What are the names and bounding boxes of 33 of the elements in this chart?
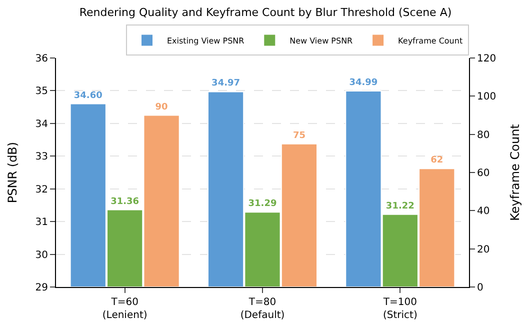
data-label: 34.60 [74, 90, 102, 101]
legend-label: Existing View PSNR [167, 36, 245, 46]
x-tick-label: T=100 (Strict) [382, 297, 418, 321]
data-label: 62 [430, 156, 444, 166]
data-label: 31.36 [110, 196, 140, 207]
legend-label: Keyframe Count [398, 36, 463, 46]
legend-label: New View PSNR [290, 36, 354, 46]
y-tick-label: 34 [35, 118, 48, 130]
y2-tick-label: 20 [477, 244, 490, 256]
x-tick-label: T=60 (Lenient) [102, 297, 148, 321]
data-label: 90 [155, 102, 168, 112]
y-tick-label: 35 [35, 86, 48, 98]
y2-axis-title: Keyframe Count [508, 124, 522, 221]
y2-tick-label: 120 [477, 54, 496, 64]
y2-tick-label: 60 [477, 168, 490, 179]
y2-tick-label: 40 [477, 206, 490, 218]
data-label: 34.97 [212, 78, 240, 89]
y2-tick-label: 100 [477, 92, 496, 103]
y2-tick-label: 80 [477, 130, 490, 141]
data-label: 75 [292, 130, 306, 141]
y2-tick-label: 0 [477, 282, 484, 294]
y-tick-label: 33 [35, 152, 48, 163]
data-label: 34.99 [349, 78, 378, 88]
y-tick-label: 30 [35, 250, 48, 261]
data-label: 31.29 [248, 199, 277, 210]
y-tick-label: 29 [35, 282, 48, 294]
data-label: 31.22 [386, 201, 414, 212]
x-tick-label: T=80 (Default) [240, 297, 285, 321]
y-tick-label: 36 [35, 54, 48, 64]
y-tick-label: 32 [35, 184, 48, 196]
y-axis-title: PSNR (dB) [6, 142, 20, 204]
chart-title: Rendering Quality and Keyframe Count by Blur Threshold (Scene A) [79, 6, 452, 20]
y-tick-label: 31 [35, 217, 48, 228]
